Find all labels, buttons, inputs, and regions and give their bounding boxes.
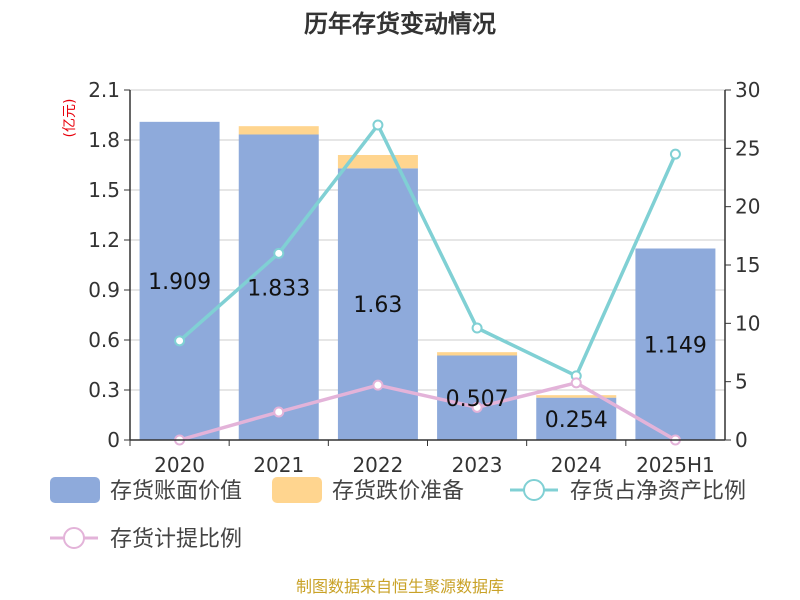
right-tick-label: 15 xyxy=(735,253,760,277)
bar-value-label: 1.63 xyxy=(353,293,402,318)
left-tick-label: 0.9 xyxy=(88,278,120,302)
bar-book-value xyxy=(139,121,220,440)
right-tick-label: 20 xyxy=(735,195,760,219)
x-tick-label: 2022 xyxy=(352,453,403,477)
x-tick-label: 2023 xyxy=(452,453,503,477)
point-net-asset-ratio xyxy=(471,322,483,334)
left-tick-label: 0.6 xyxy=(88,328,120,352)
legend-label: 存货计提比例 xyxy=(110,527,242,552)
x-tick-label: 2024 xyxy=(551,453,602,477)
legend-label: 存货账面价值 xyxy=(110,479,242,504)
legend-swatch-marker xyxy=(523,479,545,501)
left-tick-label: 1.2 xyxy=(88,228,120,252)
left-tick-label: 1.5 xyxy=(88,178,120,202)
point-provision-ratio xyxy=(471,401,483,413)
left-tick-label: 0 xyxy=(107,428,120,452)
lines xyxy=(174,119,681,446)
bars xyxy=(139,121,716,441)
point-net-asset-ratio xyxy=(372,119,384,131)
legend-swatch xyxy=(272,477,322,503)
point-provision-ratio xyxy=(372,379,384,391)
source-note: 制图数据来自恒生聚源数据库 xyxy=(296,577,504,596)
point-provision-ratio xyxy=(570,377,582,389)
left-tick-label: 2.1 xyxy=(88,78,120,102)
grid-lines xyxy=(130,89,725,391)
bar-value-label: 1.149 xyxy=(644,333,707,358)
bar-value-label: 0.507 xyxy=(446,387,509,412)
x-tick-label: 2020 xyxy=(154,453,205,477)
bar-impairment-provision xyxy=(437,352,518,356)
line-net-asset-ratio xyxy=(178,121,678,379)
x-tick-label: 2021 xyxy=(253,453,304,477)
x-tick-label: 2025H1 xyxy=(636,453,715,477)
legend-label: 存货占净资产比例 xyxy=(570,479,746,504)
chart-title: 历年存货变动情况 xyxy=(304,10,496,38)
bar-book-value xyxy=(238,134,319,440)
bar-impairment-provision xyxy=(238,126,319,135)
bar-book-value xyxy=(635,248,716,440)
right-tick-label: 10 xyxy=(735,311,760,335)
legend-swatch xyxy=(50,477,100,503)
left-tick-label: 1.8 xyxy=(88,128,120,152)
right-tick-label: 25 xyxy=(735,136,760,160)
right-tick-label: 30 xyxy=(735,78,760,102)
bar-impairment-provision xyxy=(536,395,617,398)
point-net-asset-ratio xyxy=(669,148,681,160)
point-net-asset-ratio xyxy=(174,335,186,347)
right-tick-label: 5 xyxy=(735,370,748,394)
right-tick-label: 0 xyxy=(735,428,748,452)
axes: 0 0.3 0.6 0.9 1.2 1.5 1.8 2.1 0 5 10 15 20 25 30 2020 20… xyxy=(88,78,760,477)
legend-label: 存货跌价准备 xyxy=(332,479,464,504)
line-provision-ratio xyxy=(179,380,677,442)
point-provision-ratio xyxy=(273,406,285,418)
bar-book-value xyxy=(337,168,418,441)
left-axis-unit-label: (亿元) xyxy=(62,99,78,138)
bar-value-label: 0.254 xyxy=(545,408,608,433)
bar-value-label: 1.833 xyxy=(247,276,310,301)
bar-book-value xyxy=(437,355,518,440)
bar-book-value xyxy=(536,397,617,440)
point-net-asset-ratio xyxy=(273,247,285,259)
left-tick-label: 0.3 xyxy=(88,378,120,402)
legend-swatch-marker xyxy=(63,527,85,549)
bar-value-label: 1.909 xyxy=(148,270,211,295)
data-labels: 1.909 1.833 1.63 0.507 0.254 1.149 xyxy=(148,270,707,433)
